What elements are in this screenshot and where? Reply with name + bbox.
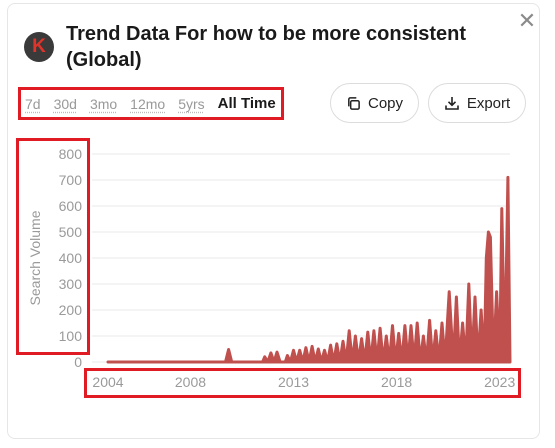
y-tick-label: 700 xyxy=(59,172,83,188)
copy-button[interactable]: Copy xyxy=(330,83,419,123)
y-axis-label: Search Volume xyxy=(27,210,43,305)
y-axis-ticks: 0 100 200 300 400 500 600 700 800 xyxy=(59,146,83,370)
x-axis-ticks: 2004 2008 2013 2018 2023 xyxy=(92,374,515,390)
copy-icon xyxy=(346,96,361,111)
export-label: Export xyxy=(466,94,511,112)
range-all-time[interactable]: All Time xyxy=(217,95,276,112)
range-3mo[interactable]: 3mo xyxy=(89,95,118,112)
search-volume-area xyxy=(106,175,512,364)
copy-label: Copy xyxy=(367,94,404,112)
range-7d[interactable]: 7d xyxy=(25,95,41,112)
x-tick-label: 2004 xyxy=(92,374,123,390)
x-tick-label: 2018 xyxy=(381,374,412,390)
y-tick-label: 400 xyxy=(59,250,83,266)
x-tick-label: 2008 xyxy=(175,374,206,390)
y-tick-label: 0 xyxy=(74,354,82,370)
range-12mo[interactable]: 12mo xyxy=(130,95,166,112)
y-axis-highlight xyxy=(16,138,90,355)
x-tick-label: 2023 xyxy=(484,374,515,390)
trend-modal xyxy=(7,3,540,439)
app-logo: K xyxy=(24,32,54,62)
y-tick-label: 200 xyxy=(59,302,83,318)
range-5yrs[interactable]: 5yrs xyxy=(178,95,205,112)
y-tick-label: 300 xyxy=(59,276,83,292)
download-icon xyxy=(444,95,460,111)
modal-title: Trend Data For how to be more consistent… xyxy=(66,23,467,71)
time-range-selector: 7d 30d 3mo 12mo 5yrs All Time xyxy=(18,87,284,120)
chart-area-layer xyxy=(106,175,512,364)
y-tick-label: 100 xyxy=(59,328,83,344)
range-30d[interactable]: 30d xyxy=(53,95,77,112)
logo-letter: K xyxy=(32,36,46,57)
y-tick-label: 800 xyxy=(59,146,83,162)
close-icon[interactable]: ✕ xyxy=(517,8,537,33)
y-tick-label: 600 xyxy=(59,198,83,214)
x-tick-label: 2013 xyxy=(278,374,309,390)
x-axis-highlight xyxy=(84,368,521,398)
y-tick-label: 500 xyxy=(59,224,83,240)
export-button[interactable]: Export xyxy=(428,83,526,123)
